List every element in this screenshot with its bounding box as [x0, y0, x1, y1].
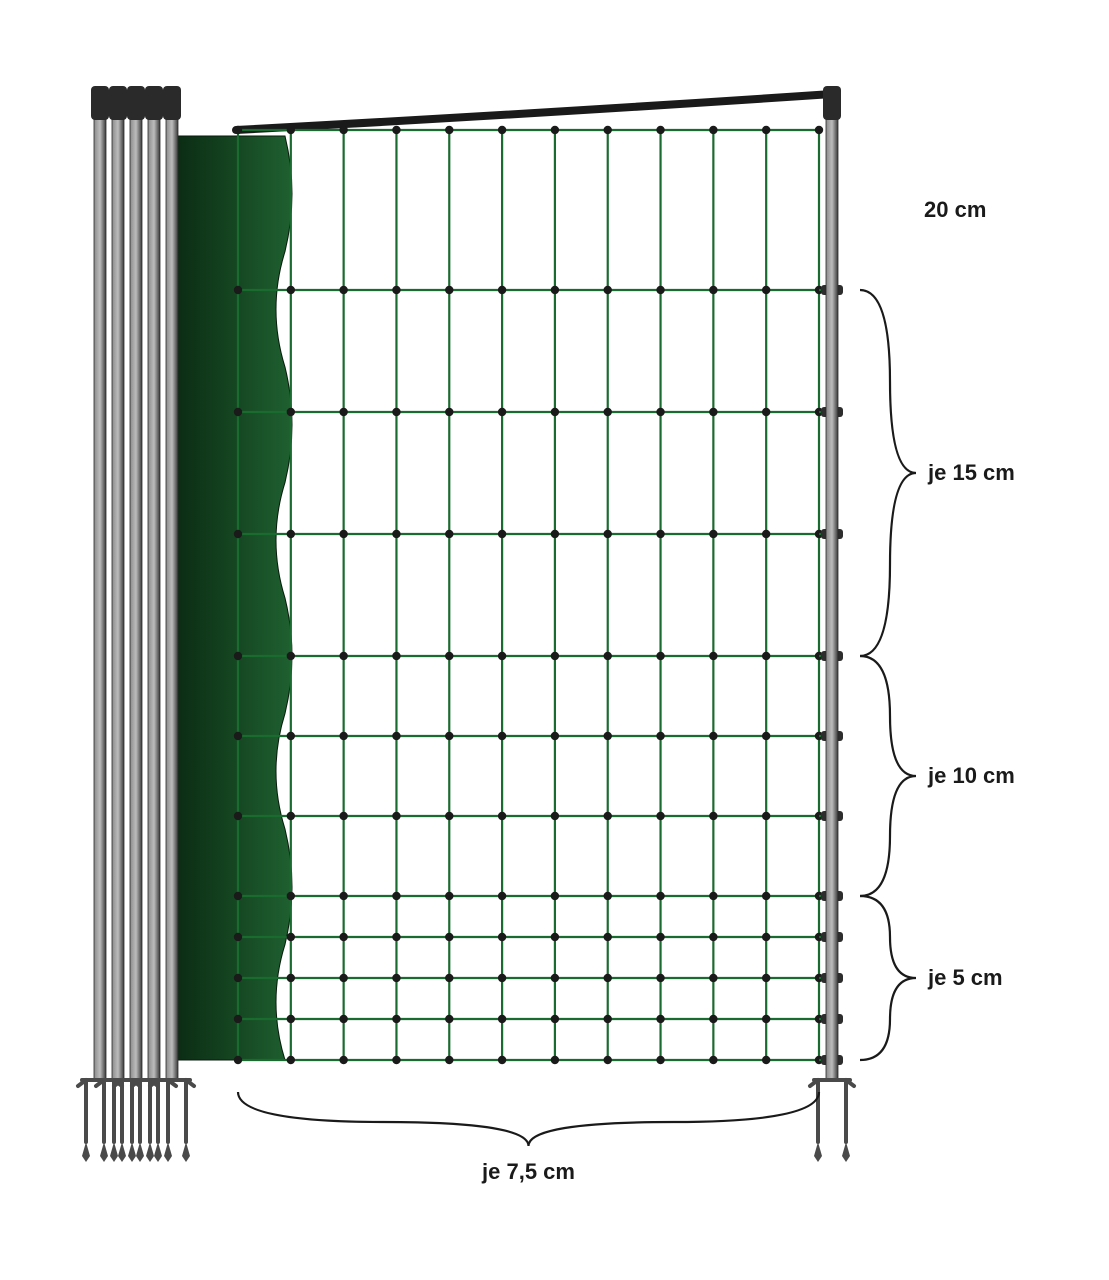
fence-net-diagram: 20 cm je 15 cm je 10 cm je 5 cm je 7,5 cm [0, 0, 1109, 1280]
dimension-label: 20 cm [924, 197, 986, 222]
dimension-label: je 10 cm [927, 763, 1015, 788]
dimension-label: je 15 cm [927, 460, 1015, 485]
rolled-net [78, 86, 292, 1162]
net-mesh [234, 94, 843, 1065]
dimensions: 20 cm je 15 cm je 10 cm je 5 cm je 7,5 cm [238, 197, 1015, 1184]
dimension-label: je 7,5 cm [481, 1159, 575, 1184]
dimension-label: je 5 cm [927, 965, 1003, 990]
fence-pole [810, 86, 854, 1162]
